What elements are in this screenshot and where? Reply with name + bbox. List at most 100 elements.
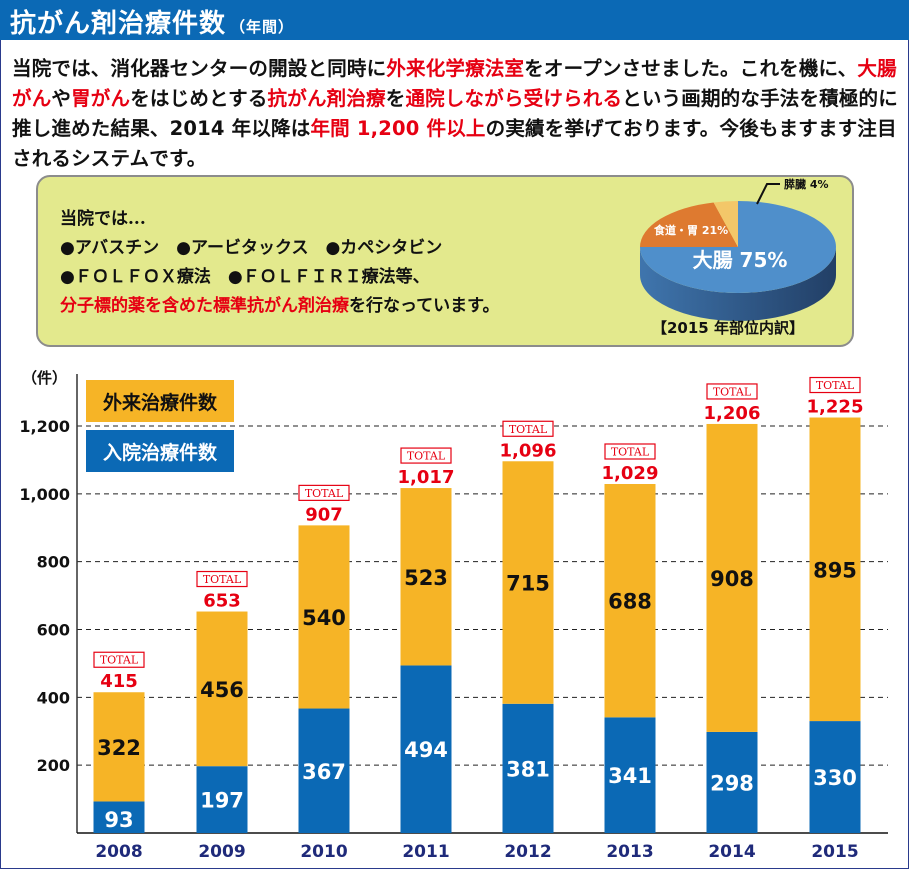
data-label-inpatient: 367 bbox=[302, 760, 346, 784]
total-badge-text: TOTAL bbox=[611, 445, 650, 458]
intro-paragraph: 当院では、消化器センターの開設と同時に外来化学療法室をオープンさせました。これを… bbox=[12, 54, 902, 174]
total-badge-text: TOTAL bbox=[713, 385, 752, 398]
data-label-inpatient: 298 bbox=[710, 771, 754, 795]
data-label-outpatient: 456 bbox=[200, 678, 244, 702]
intro-highlight: 胃がん bbox=[71, 87, 131, 110]
total-badge-text: TOTAL bbox=[509, 423, 548, 436]
bar-inpatient bbox=[706, 731, 758, 833]
intro-highlight: 外来化学療法室 bbox=[386, 57, 525, 80]
data-label-inpatient: 494 bbox=[404, 738, 448, 762]
data-label-outpatient: 895 bbox=[813, 558, 857, 582]
bar-inpatient bbox=[400, 665, 452, 833]
bar-outpatient bbox=[298, 525, 350, 709]
data-label-outpatient: 688 bbox=[608, 590, 652, 614]
y-tick-label: 200 bbox=[37, 756, 70, 775]
bar-outpatient bbox=[400, 488, 452, 666]
total-value-label: 1,017 bbox=[398, 467, 455, 488]
bar-outpatient bbox=[502, 461, 554, 704]
data-label-inpatient: 381 bbox=[506, 757, 550, 781]
bar-inpatient bbox=[809, 721, 861, 833]
total-value-label: 653 bbox=[203, 591, 241, 612]
stacked-bar-chart: 200 400 600 800 1,000 1,200 93 322 415 TOTAL 2008 1… bbox=[19, 374, 888, 862]
intro-text: をオープンさせました。これを機に、 bbox=[524, 57, 858, 80]
data-label-outpatient: 715 bbox=[506, 572, 550, 596]
pie-side bbox=[640, 247, 836, 321]
x-tick-label: 2013 bbox=[606, 842, 653, 862]
bar-inpatient bbox=[196, 766, 248, 833]
intro-text: の実績を挙げております。今後もますます注目されるシステムです。 bbox=[12, 117, 897, 170]
intro-text: 当院では、消化器センターの開設と同時に bbox=[12, 57, 387, 80]
bar-outpatient bbox=[604, 483, 656, 718]
pie-slice bbox=[713, 201, 738, 247]
page-title: 抗がん剤治療件数 （年間） bbox=[10, 3, 294, 40]
data-label-outpatient: 322 bbox=[97, 736, 141, 760]
total-value-label: 1,029 bbox=[602, 463, 659, 484]
intro-text: をはじめとする bbox=[130, 87, 268, 110]
y-axis-unit: （件） bbox=[22, 369, 68, 387]
total-badge bbox=[298, 484, 350, 501]
bar-outpatient bbox=[809, 417, 861, 722]
data-label-outpatient: 540 bbox=[302, 606, 346, 630]
info-rest: を行なっています。 bbox=[349, 296, 500, 316]
x-tick-label: 2009 bbox=[198, 842, 245, 862]
legend-outpatient: 外来治療件数 bbox=[86, 380, 234, 422]
total-badge-text: TOTAL bbox=[100, 654, 139, 667]
legend-inpatient: 入院治療件数 bbox=[86, 430, 234, 472]
total-value-label: 1,206 bbox=[704, 403, 761, 424]
intro-highlight: 通院しながら受けられる bbox=[405, 87, 623, 110]
intro-highlight: 年間 1,200 件以上 bbox=[310, 117, 486, 140]
x-tick-label: 2014 bbox=[708, 842, 755, 862]
total-badge bbox=[400, 447, 452, 464]
pie-chart: 大腸 75% 食道・胃 21% 膵臓 4% bbox=[640, 177, 836, 321]
data-label-inpatient: 341 bbox=[608, 764, 652, 788]
total-badge-text: TOTAL bbox=[305, 487, 344, 500]
x-tick-label: 2012 bbox=[504, 842, 551, 862]
total-badge bbox=[196, 570, 248, 588]
data-label-inpatient: 93 bbox=[104, 808, 133, 832]
total-value-label: 415 bbox=[100, 671, 138, 692]
pie-leader-line bbox=[756, 183, 780, 205]
pie-label-colon: 大腸 75% bbox=[693, 248, 788, 272]
total-badge-text: TOTAL bbox=[203, 573, 242, 586]
title-subtitle: （年間） bbox=[230, 18, 295, 36]
total-badge bbox=[604, 443, 656, 460]
pie-slice bbox=[640, 202, 738, 247]
y-tick-label: 400 bbox=[37, 688, 70, 707]
intro-highlight: 大腸がん bbox=[12, 57, 897, 110]
info-text: 当院では... ●アバスチン ●アービタックス ●カペシタビン ●ＦＯＬＦＯＸ療… bbox=[60, 205, 499, 321]
total-badge bbox=[809, 376, 861, 394]
title-text: 抗がん剤治療件数 bbox=[10, 9, 227, 39]
info-line-4: 分子標的薬を含めた標準抗がん剤治療を行なっています。 bbox=[60, 292, 499, 321]
data-label-outpatient: 908 bbox=[710, 567, 754, 591]
x-tick-label: 2008 bbox=[95, 842, 142, 862]
intro-text: を bbox=[385, 87, 406, 110]
total-badge bbox=[706, 383, 758, 400]
pie-caption: 【2015 年部位内訳】 bbox=[652, 319, 804, 337]
data-label-inpatient: 197 bbox=[200, 789, 244, 813]
total-value-label: 907 bbox=[305, 504, 343, 525]
total-value-label: 1,225 bbox=[807, 397, 864, 418]
bar-outpatient bbox=[93, 692, 145, 802]
bar-inpatient bbox=[93, 801, 145, 833]
y-tick-label: 1,000 bbox=[19, 485, 70, 504]
bar-outpatient bbox=[706, 423, 758, 732]
intro-text: という画期的な手法を積極的に推し進めた結果、2014 年以降は bbox=[12, 87, 898, 140]
bar-inpatient bbox=[298, 708, 350, 833]
bar-outpatient bbox=[196, 611, 248, 767]
intro-text: や bbox=[51, 87, 72, 110]
data-label-outpatient: 523 bbox=[404, 566, 448, 590]
intro-highlight: 抗がん剤治療 bbox=[267, 87, 386, 110]
data-label-inpatient: 330 bbox=[813, 766, 857, 790]
pie-label-stomach: 食道・胃 21% bbox=[654, 223, 728, 237]
header-bar: 抗がん剤治療件数 （年間） bbox=[0, 0, 909, 40]
info-line-regimens: ●ＦＯＬＦＯＸ療法 ●ＦＯＬＦＩＲＩ療法等、 bbox=[60, 267, 430, 287]
y-tick-label: 800 bbox=[37, 553, 70, 572]
total-badge bbox=[93, 651, 145, 668]
total-badge-text: TOTAL bbox=[816, 379, 855, 392]
total-badge bbox=[502, 420, 554, 437]
total-badge-text: TOTAL bbox=[407, 450, 446, 463]
x-tick-label: 2010 bbox=[300, 842, 347, 862]
x-tick-label: 2011 bbox=[402, 842, 449, 862]
x-tick-label: 2015 bbox=[811, 842, 858, 862]
pie-label-pancreas: 膵臓 4% bbox=[784, 177, 829, 191]
